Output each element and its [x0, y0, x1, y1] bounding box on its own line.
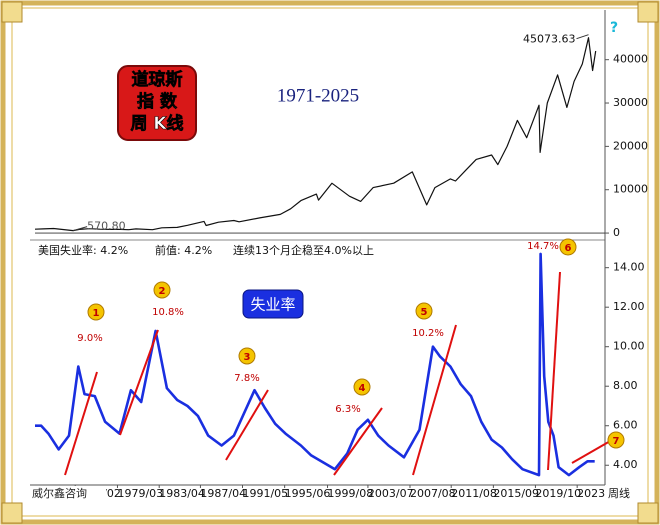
- callout-number: 6: [565, 243, 572, 254]
- inner-frame: [11, 7, 649, 517]
- y-tick-label: 30000: [613, 96, 648, 109]
- x-tick-label: 2007/08: [410, 487, 456, 500]
- info-text: 前值: 4.2%: [155, 243, 212, 257]
- callout-label: 14.7%: [527, 241, 559, 252]
- y-tick-label: 0: [613, 226, 620, 239]
- x-tick-label: 1979/03: [117, 487, 163, 500]
- x-tick-label: 2023: [577, 487, 605, 500]
- y-tick-label: 10.00: [613, 340, 645, 353]
- annotation-arrow: [576, 34, 589, 40]
- info-text: 连续13个月企稳至4.0%以上: [233, 243, 374, 257]
- callout-label: 6.3%: [335, 404, 360, 415]
- watermark: 威尔鑫咨询: [32, 486, 87, 500]
- callout-number: 5: [421, 307, 428, 318]
- info-text: 美国失业率: 4.2%: [38, 243, 128, 257]
- help-icon[interactable]: ?: [610, 20, 618, 36]
- y-tick-label: 14.00: [613, 261, 645, 274]
- data-line: [34, 37, 597, 232]
- callout-number: 4: [359, 383, 366, 394]
- trend-line: [64, 371, 98, 476]
- watermark-bg: [28, 486, 106, 500]
- callout-number: 2: [159, 286, 166, 297]
- callout-marker: [415, 302, 433, 320]
- x-tick-label: 1991/05: [242, 487, 288, 500]
- callout-marker: [153, 281, 171, 299]
- title-line: 指 数: [137, 91, 178, 112]
- period-label: 周线: [608, 486, 630, 500]
- y-tick-label: 8.00: [613, 379, 638, 392]
- x-tick-label: 1999/08: [328, 487, 374, 500]
- callout-number: 7: [613, 436, 620, 447]
- legend-box: [242, 289, 304, 319]
- annotation-arrow: [73, 226, 88, 232]
- callout-number: 3: [244, 352, 251, 363]
- callout-marker: [607, 431, 625, 449]
- callout-label: 7.8%: [234, 373, 259, 384]
- trend-line: [119, 329, 159, 436]
- y-tick-label: 10000: [613, 183, 648, 196]
- callout-marker: [353, 378, 371, 396]
- callout-marker: [559, 238, 577, 256]
- title-box: [117, 65, 197, 141]
- callout-marker: [238, 347, 256, 365]
- callout-label: 10.2%: [412, 328, 444, 339]
- x-tick-label: 2003/07: [368, 487, 414, 500]
- data-line: [35, 252, 595, 477]
- annotation: 45073.63: [523, 33, 576, 46]
- trend-line: [333, 407, 383, 476]
- trend-line: [571, 439, 613, 464]
- y-tick-label: 12.00: [613, 300, 645, 313]
- x-tick-label: 2015/09: [493, 487, 539, 500]
- x-tick-label: 1983/04: [159, 487, 205, 500]
- title-line: 周 K线: [130, 113, 183, 134]
- y-tick-label: 20000: [613, 139, 648, 152]
- callout-label: 9.0%: [77, 333, 102, 344]
- title-line: 道琼斯: [132, 69, 183, 90]
- x-tick-label: 2019/10: [535, 487, 581, 500]
- trend-line: [412, 324, 457, 476]
- trend-line: [225, 389, 269, 461]
- y-tick-label: 40000: [613, 53, 648, 66]
- y-tick-label: 4.00: [613, 458, 638, 471]
- subtitle: 1971-2025: [277, 85, 359, 106]
- x-tick-label: 2011/08: [451, 487, 497, 500]
- x-tick-label: 1987/04: [200, 487, 246, 500]
- callout-number: 1: [93, 308, 100, 319]
- trend-line: [547, 271, 561, 471]
- y-tick-label: 6.00: [613, 419, 638, 432]
- x-tick-label: 1995/06: [285, 487, 331, 500]
- callout-label: 10.8%: [152, 307, 184, 318]
- callout-marker: [87, 303, 105, 321]
- legend-label: 失业率: [250, 296, 295, 314]
- annotation: 570.80: [87, 220, 126, 233]
